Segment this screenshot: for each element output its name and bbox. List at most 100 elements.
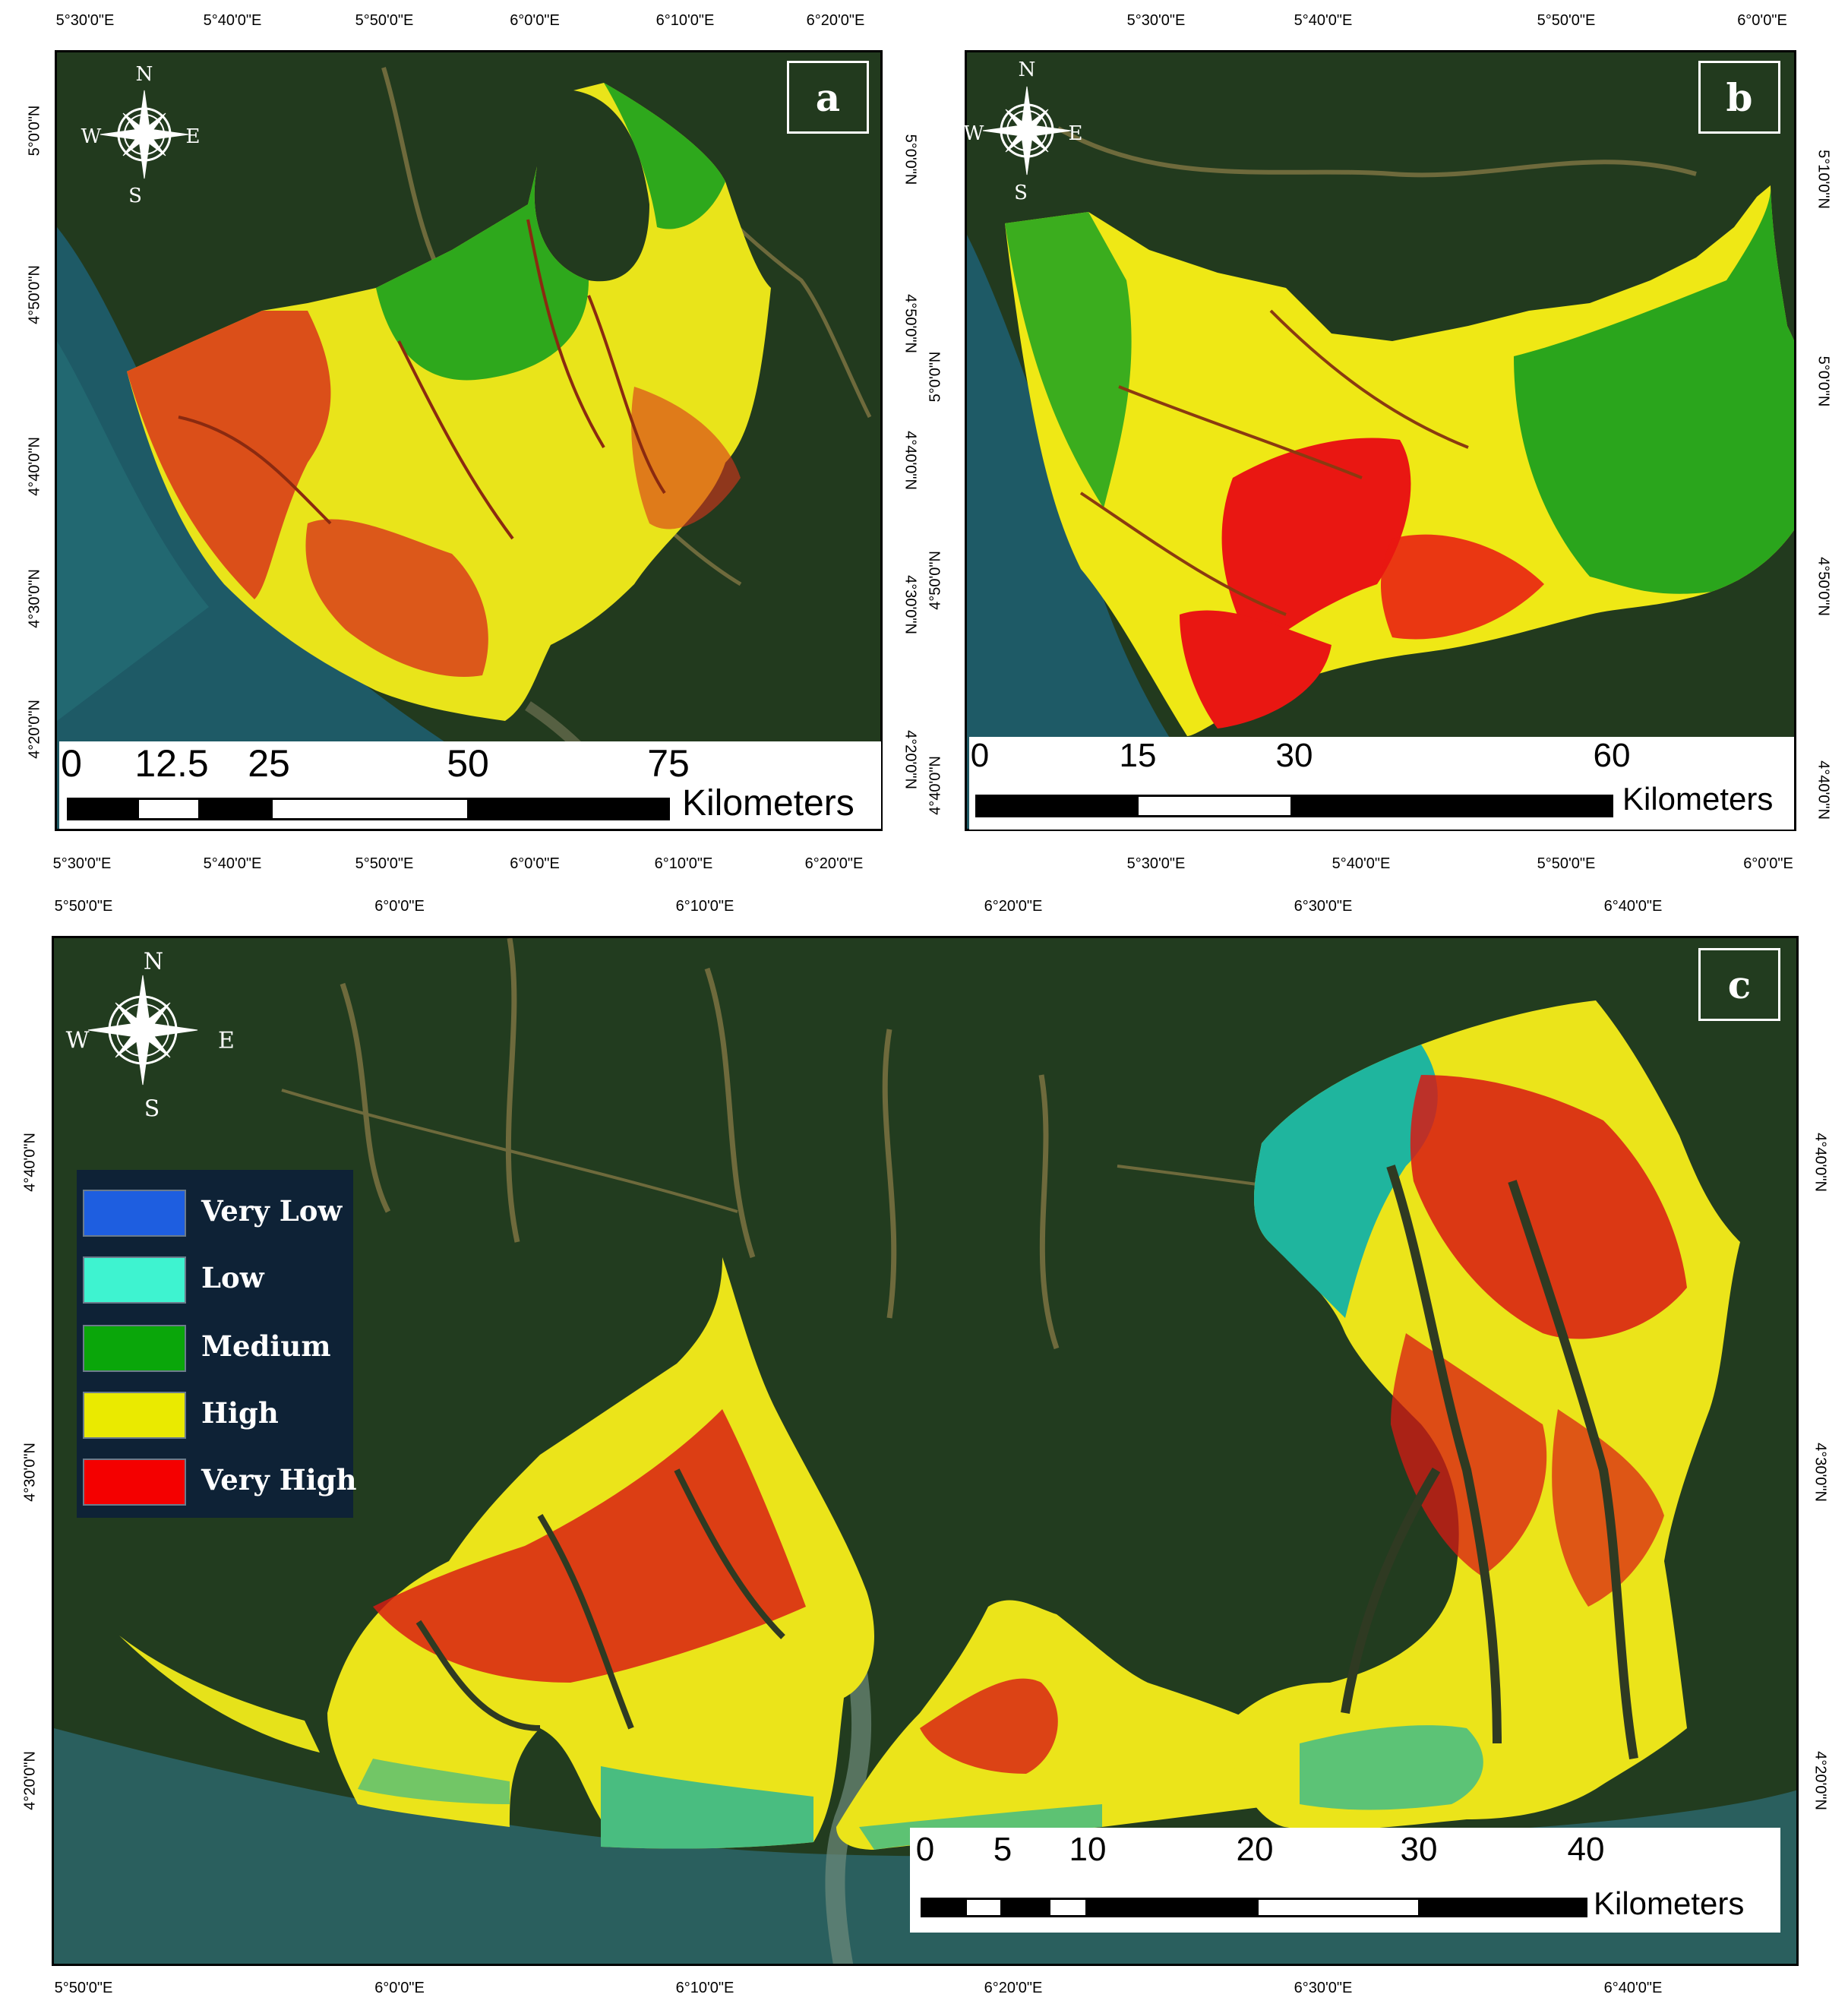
scale-value: 25 <box>248 742 290 785</box>
scale-unit: Kilometers <box>682 783 855 823</box>
scale-unit: Kilometers <box>1622 781 1774 817</box>
tick-top: 5°50'0"E <box>54 898 113 915</box>
compass-w-c: W <box>65 1027 90 1054</box>
compass-s-a: S <box>128 185 142 207</box>
legend-item-high: High <box>83 1386 349 1439</box>
compass-e-b: E <box>1068 122 1083 145</box>
tick-top: 6°10'0"E <box>675 898 734 915</box>
tick-right: 5°10'0"N <box>1815 150 1832 209</box>
compass-rose-icon <box>982 86 1072 175</box>
legend-item-low: Low <box>83 1250 349 1304</box>
tick-bottom: 6°10'0"E <box>654 855 713 872</box>
tick-right: 4°50'0"N <box>902 294 919 353</box>
scale-value: 10 <box>1069 1831 1107 1868</box>
legend-item-very-low: Very Low <box>83 1184 349 1237</box>
compass-e-a: E <box>185 125 201 148</box>
tick-right: 5°0'0"N <box>1815 356 1832 407</box>
tick-top: 6°30'0"E <box>1294 898 1353 915</box>
tick-bottom: 6°0'0"E <box>374 1980 425 1996</box>
panel-label-a: a <box>787 61 869 134</box>
tick-left: 4°40'0"N <box>21 1133 39 1192</box>
map-frame-b <box>965 50 1796 831</box>
tick-left: 4°40'0"N <box>927 756 944 815</box>
legend: Very Low Low Medium High Very High <box>77 1170 357 1518</box>
legend-label: Low <box>201 1261 264 1294</box>
tick-top: 6°0'0"E <box>1737 12 1787 29</box>
tick-top: 5°40'0"E <box>1294 12 1353 29</box>
tick-bottom: 6°20'0"E <box>804 855 864 872</box>
legend-swatch-high <box>83 1392 186 1439</box>
tick-right: 5°0'0"N <box>902 134 919 185</box>
study-area-a <box>127 83 771 721</box>
compass-rose-icon <box>100 90 189 179</box>
compass-rose-c: N S E W <box>65 942 235 1123</box>
tick-bottom: 5°30'0"E <box>1126 855 1186 872</box>
panel-label-c: c <box>1698 948 1780 1021</box>
tick-left: 4°50'0"N <box>26 265 43 324</box>
legend-label: High <box>201 1396 279 1430</box>
scale-value: 75 <box>647 742 690 785</box>
tick-top: 6°0'0"E <box>374 898 425 915</box>
tick-left: 4°20'0"N <box>26 700 43 759</box>
map-image-b <box>967 52 1794 829</box>
scale-value: 50 <box>447 742 489 785</box>
scale-unit: Kilometers <box>1594 1885 1745 1921</box>
tick-top: 5°50'0"E <box>1537 12 1596 29</box>
tick-bottom: 6°30'0"E <box>1294 1980 1353 1996</box>
compass-rose-icon <box>87 975 198 1086</box>
legend-swatch-medium <box>83 1325 186 1372</box>
scale-value: 5 <box>993 1831 1012 1868</box>
tick-left: 4°20'0"N <box>21 1751 39 1810</box>
legend-item-medium: Medium <box>83 1319 349 1372</box>
study-area-c-west <box>119 1636 320 1753</box>
tick-bottom: 5°40'0"E <box>203 855 262 872</box>
compass-e-c: E <box>218 1027 235 1054</box>
tick-left: 4°30'0"N <box>21 1443 39 1502</box>
compass-w-b: W <box>963 122 984 145</box>
tick-top: 5°30'0"E <box>55 12 115 29</box>
legend-swatch-very-high <box>83 1459 186 1506</box>
tick-top: 6°10'0"E <box>655 12 715 29</box>
tick-right: 4°40'0"N <box>902 431 919 490</box>
tick-bottom: 5°40'0"E <box>1332 855 1391 872</box>
tick-top: 6°20'0"E <box>806 12 865 29</box>
tick-bottom: 6°40'0"E <box>1603 1980 1663 1996</box>
compass-rose-b: N S E W <box>963 58 1086 204</box>
compass-n-a: N <box>135 63 153 86</box>
tick-bottom: 5°50'0"E <box>1537 855 1596 872</box>
tick-top: 5°50'0"E <box>355 12 414 29</box>
scale-value: 30 <box>1275 737 1313 774</box>
scale-value: 60 <box>1593 737 1631 774</box>
tick-right: 4°30'0"N <box>902 575 919 634</box>
tick-bottom: 5°50'0"E <box>355 855 414 872</box>
tick-left: 5°0'0"N <box>26 105 43 156</box>
compass-rose-a: N S E W <box>81 62 205 207</box>
tick-left: 4°40'0"N <box>26 437 43 496</box>
scale-bar-a: 0 12.5 25 50 75 Kilometers <box>59 741 881 829</box>
tick-top: 6°20'0"E <box>984 898 1043 915</box>
map-frame-a <box>55 50 883 831</box>
scale-value: 30 <box>1400 1831 1438 1868</box>
tick-left: 4°30'0"N <box>26 569 43 628</box>
tick-bottom: 6°0'0"E <box>510 855 560 872</box>
scale-value: 15 <box>1119 737 1157 774</box>
tick-bottom: 6°0'0"E <box>1743 855 1793 872</box>
scale-value: 40 <box>1567 1831 1605 1868</box>
tick-bottom: 5°30'0"E <box>52 855 112 872</box>
scale-value: 0 <box>970 737 990 774</box>
compass-s-b: S <box>1014 182 1028 204</box>
legend-item-very-high: Very High <box>83 1452 357 1506</box>
compass-n-c: N <box>143 948 164 975</box>
tick-left: 4°50'0"N <box>927 551 944 610</box>
scale-bar-c: 0 5 10 20 30 40 Kilometers <box>910 1828 1780 1933</box>
legend-label: Very High <box>201 1463 357 1497</box>
tick-top: 5°30'0"E <box>1126 12 1186 29</box>
tick-top: 5°40'0"E <box>203 12 262 29</box>
panel-label-b: b <box>1698 61 1780 134</box>
compass-s-c: S <box>144 1095 160 1123</box>
legend-swatch-very-low <box>83 1190 186 1237</box>
legend-swatch-low <box>83 1256 186 1304</box>
tick-bottom: 6°10'0"E <box>675 1980 734 1996</box>
tick-right: 4°20'0"N <box>902 730 919 789</box>
scale-value: 0 <box>915 1831 935 1868</box>
